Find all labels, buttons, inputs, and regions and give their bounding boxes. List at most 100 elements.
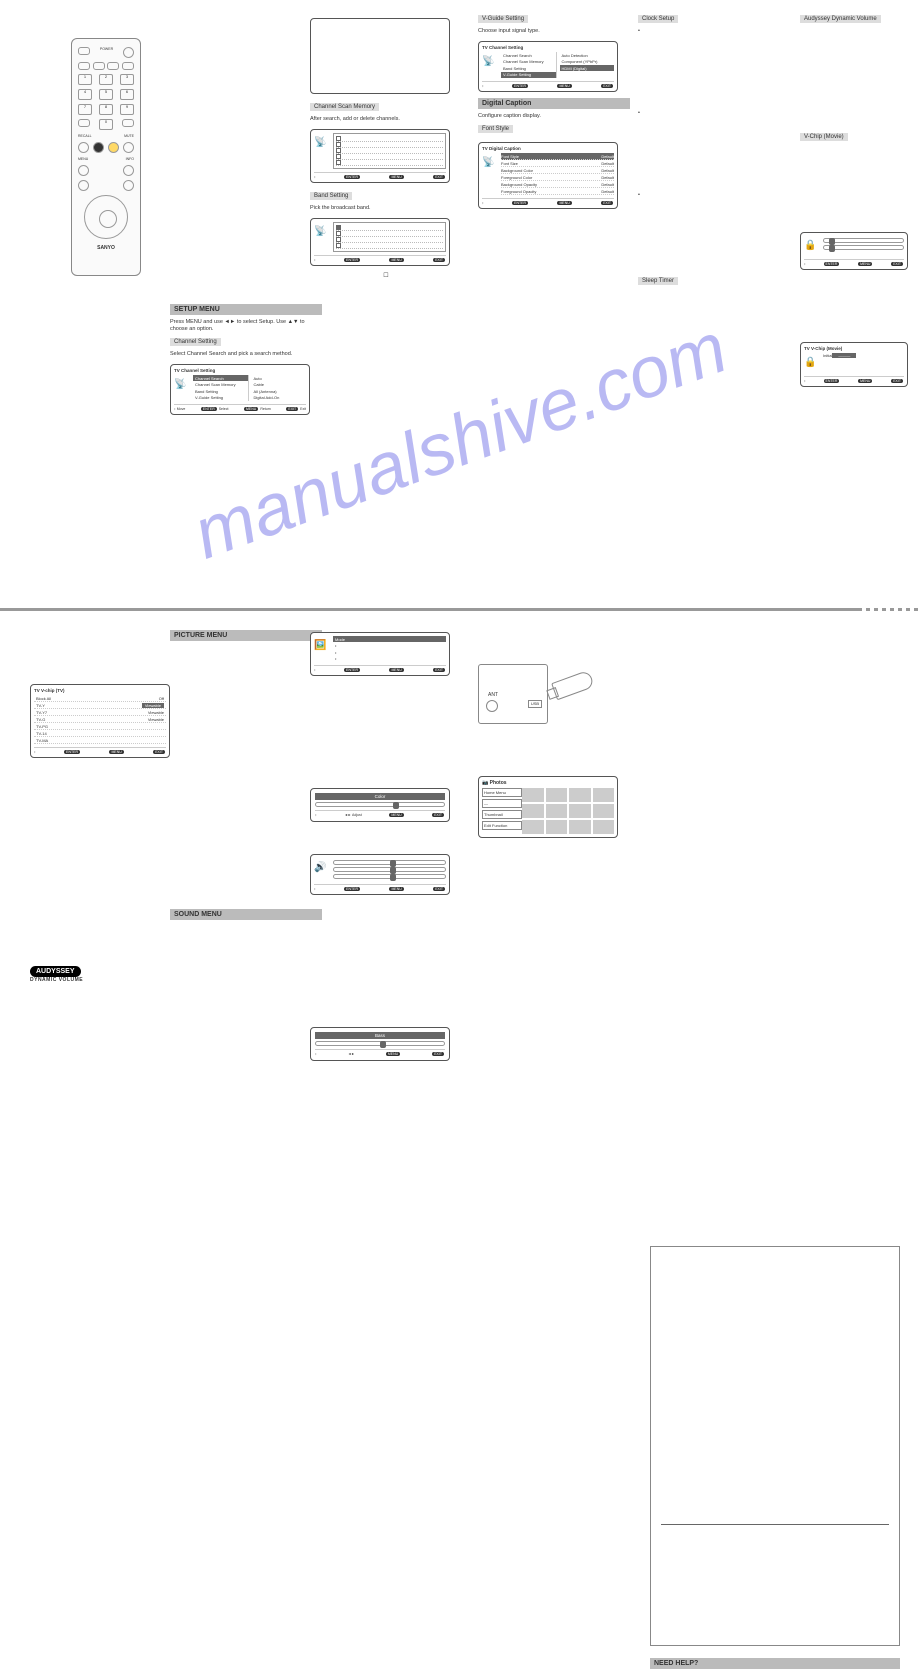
txt: Select Channel Search and pick a search … xyxy=(170,351,322,358)
bcol4: ANT USB 📷 Photos Home Menu — Thumbnail E… xyxy=(478,626,630,844)
txt: Press MENU and use ◄► to select Setup. U… xyxy=(170,319,322,333)
btn-9: 9 xyxy=(120,104,134,115)
btn-freeze xyxy=(108,142,119,153)
pic-hdr: PICTURE MENU xyxy=(170,630,322,641)
btn-1: 1 xyxy=(78,74,92,85)
btn-caption xyxy=(78,62,90,70)
ui-title: TV Channel Setting xyxy=(174,368,306,373)
ui-title: TV Channel Setting xyxy=(482,45,614,50)
btn-enter xyxy=(122,119,134,127)
ui-movie: 🔒 ↕ENTERMENUEXIT xyxy=(800,232,908,270)
btn-0: 0 xyxy=(99,119,113,130)
ui-channel-setting: TV Channel Setting 📡 Channel Search Chan… xyxy=(170,364,310,415)
ui-color-slider: Color ↕◄► AdjustMENUEXIT xyxy=(310,788,450,822)
txt: Choose input signal type. xyxy=(478,28,630,35)
ui-picture: 🖼️ Mode••• ↕ENTERMENUEXIT xyxy=(310,632,450,676)
bcol3: 🖼️ Mode••• ↕ENTERMENUEXIT Color ↕◄► Adju… xyxy=(310,626,462,1067)
spk-icon: 🔊 xyxy=(314,862,330,878)
page-bottom: TV V-chip (TV) Block AllOff TV-YViewable… xyxy=(0,614,918,1188)
font-sub: Font Style xyxy=(478,125,513,133)
remote-brand: SANYO xyxy=(78,245,134,251)
dish-icon: 📡 xyxy=(482,157,498,173)
page-top: POWER 123 456 789 0 RECALLMUTE MENUINFO … xyxy=(0,0,918,600)
dpad xyxy=(84,195,128,239)
btn-pix xyxy=(93,62,105,70)
btn-6: 6 xyxy=(120,89,134,100)
btn-7: 7 xyxy=(78,104,92,115)
ui-photos: 📷 Photos Home Menu — Thumbnail Edit Func… xyxy=(478,776,618,838)
btn-8: 8 xyxy=(99,104,113,115)
bcol2: PICTURE MENU SOUND MENU xyxy=(170,626,322,924)
txt: • xyxy=(638,28,790,108)
btn-sleep xyxy=(122,62,134,70)
vchipm-hdr: V-Chip (Movie) xyxy=(800,133,848,141)
ch-setting-sub: Channel Setting xyxy=(170,338,221,346)
page-divider xyxy=(0,608,918,611)
dish-icon: 📡 xyxy=(174,379,190,395)
photo-thumbs xyxy=(522,788,614,834)
btn-3: 3 xyxy=(120,74,134,85)
col6: Audyssey Dynamic Volume V-Chip (Movie) 🔒… xyxy=(800,12,908,393)
btn-vol-dn xyxy=(78,180,89,191)
ui-bar: ↕ Move ENTER Select MENU Return EXIT Exi… xyxy=(174,404,306,411)
setup-col: SETUP MENU Press MENU and use ◄► to sele… xyxy=(170,300,322,421)
col4: V-Guide Setting Choose input signal type… xyxy=(478,12,630,215)
ui-blank xyxy=(310,18,450,94)
col5: Clock Setup • • • Sleep Timer xyxy=(638,12,790,288)
help-box xyxy=(650,1246,900,1646)
txt: • xyxy=(638,192,790,272)
pic-icon: 🖼️ xyxy=(314,640,330,656)
dish-icon: 📡 xyxy=(482,56,498,72)
vguide-hdr: V-Guide Setting xyxy=(478,15,528,23)
lock-icon: 🔒 xyxy=(804,240,820,256)
btn-dash xyxy=(78,119,90,127)
ui-vchip-mov: TV V-Chip (Movie) 🔒 Initial——— ↕ENTERMEN… xyxy=(800,342,908,387)
txt: Configure caption display. xyxy=(478,113,630,120)
remote-col: POWER 123 456 789 0 RECALLMUTE MENUINFO … xyxy=(30,12,182,276)
txt: After search, add or delete channels. xyxy=(310,116,462,123)
dish-icon: 📡 xyxy=(314,137,330,153)
btn-recall xyxy=(78,142,89,153)
setup-hdr: SETUP MENU xyxy=(170,304,322,315)
snd-hdr: SOUND MENU xyxy=(170,909,322,920)
usb-diagram: ANT USB xyxy=(478,664,598,734)
btn-input xyxy=(78,47,90,55)
lock-icon: 🔒 xyxy=(804,357,820,373)
btn-ch-dn xyxy=(123,180,134,191)
bcol1: TV V-chip (TV) Block AllOff TV-YViewable… xyxy=(30,626,182,983)
scanmem-hdr: Channel Scan Memory xyxy=(310,103,379,111)
audyssey-sub: DYNAMIC VOLUME xyxy=(30,977,182,983)
btn-ch-up xyxy=(123,165,134,176)
btn-vol-up xyxy=(78,165,89,176)
remote-control: POWER 123 456 789 0 RECALLMUTE MENUINFO … xyxy=(71,38,141,276)
band-hdr: Band Setting xyxy=(310,192,352,200)
ui-caption: TV Digital Caption 📡 Font StyleDefault F… xyxy=(478,142,618,209)
ui-bar: ↕ENTERMENUEXIT xyxy=(314,172,446,179)
ui-bar: ↕ENTERMENUEXIT xyxy=(314,255,446,262)
txt: • xyxy=(638,110,790,190)
audy-hdr: Audyssey Dynamic Volume xyxy=(800,15,881,23)
ui-bass-slider: Bass ↕◄►MENUEXIT xyxy=(310,1027,450,1061)
ui-band: 📡 ↕ENTERMENUEXIT xyxy=(310,218,450,266)
need-help-hdr: NEED HELP? xyxy=(650,1658,900,1669)
ui-list: Channel Search Channel Scan Memory Band … xyxy=(193,375,248,401)
btn-power xyxy=(123,47,134,58)
dish-icon: 📡 xyxy=(314,226,330,242)
btn-mute xyxy=(123,142,134,153)
cb-note: ☐ xyxy=(310,272,462,279)
ui-sound: 🔊 ↕ENTERMENUEXIT xyxy=(310,854,450,895)
btn-2: 2 xyxy=(99,74,113,85)
ui-vchip-tv: TV V-chip (TV) Block AllOff TV-YViewable… xyxy=(30,684,170,758)
sleep-hdr: Sleep Timer xyxy=(638,277,678,285)
clock-hdr: Clock Setup xyxy=(638,15,678,23)
btn-4: 4 xyxy=(78,89,92,100)
usb-stick-icon xyxy=(551,670,595,701)
btn-reset xyxy=(93,142,104,153)
digcap-hdr: Digital Caption xyxy=(478,98,630,109)
txt: Pick the broadcast band. xyxy=(310,205,462,212)
btn-5: 5 xyxy=(99,89,113,100)
ui-rlist: Auto Cable All (Antenna) Digital Add-On xyxy=(248,375,307,401)
audyssey-logo: AUDYSSEY xyxy=(30,966,182,977)
col3: Channel Scan Memory After search, add or… xyxy=(310,12,462,279)
ui-scanmem: 📡 ↕ENTERMENUEXIT xyxy=(310,129,450,183)
